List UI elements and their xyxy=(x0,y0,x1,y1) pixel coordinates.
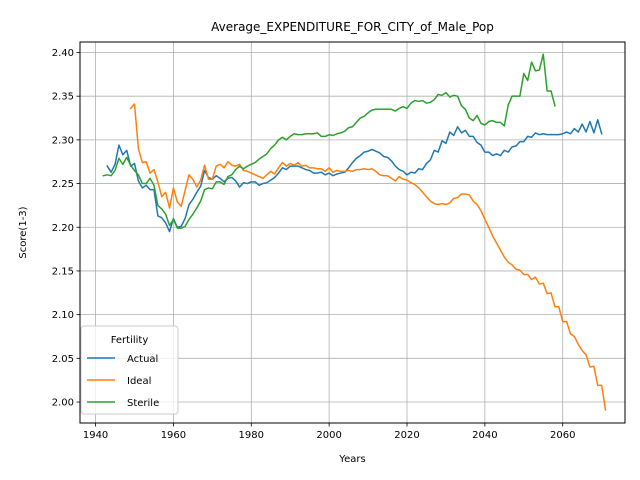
x-tick-label: 1940 xyxy=(83,430,108,441)
y-tick-label: 2.10 xyxy=(52,310,74,321)
legend-label-actual: Actual xyxy=(127,354,158,365)
y-axis-label: Score(1-3) xyxy=(18,206,29,258)
x-tick-label: 2040 xyxy=(472,430,497,441)
x-tick-label: 1960 xyxy=(161,430,186,441)
x-tick-label: 1980 xyxy=(239,430,264,441)
y-tick-label: 2.25 xyxy=(52,179,74,190)
y-tick-label: 2.20 xyxy=(52,223,74,234)
y-tick-label: 2.40 xyxy=(52,48,74,59)
legend-label-sterile: Sterile xyxy=(127,398,159,409)
x-tick-label: 2000 xyxy=(316,430,341,441)
x-tick-label: 2060 xyxy=(550,430,575,441)
legend: Fertility Actual Ideal Sterile xyxy=(81,326,178,414)
x-tick-label: 2020 xyxy=(394,430,419,441)
legend-label-ideal: Ideal xyxy=(127,376,151,387)
y-tick-label: 2.00 xyxy=(52,398,74,409)
legend-title: Fertility xyxy=(111,335,149,346)
chart-title: Average_EXPENDITURE_FOR_CITY_of_Male_Pop xyxy=(211,20,494,34)
y-tick-label: 2.05 xyxy=(52,354,74,365)
y-tick-label: 2.35 xyxy=(52,92,74,103)
y-tick-label: 2.30 xyxy=(52,135,74,146)
y-tick-label: 2.15 xyxy=(52,266,74,277)
x-axis-label: Years xyxy=(338,454,365,465)
